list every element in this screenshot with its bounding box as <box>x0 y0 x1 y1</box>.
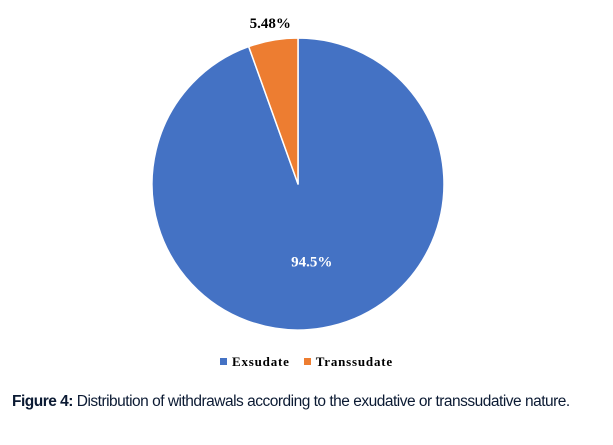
legend-label-transsudate: Transsudate <box>315 354 393 369</box>
caption-text: Distribution of withdrawals according to… <box>72 393 570 410</box>
data-label-transsudate: 5.48% <box>250 16 291 32</box>
figure-caption: Figure 4: Distribution of withdrawals ac… <box>12 392 610 412</box>
data-label-exsudate: 94.5% <box>291 255 332 271</box>
legend-label-exsudate: Exsudate <box>232 354 290 369</box>
legend-item-exsudate: Exsudate <box>220 354 290 370</box>
caption-label: Figure 4: <box>12 393 73 410</box>
legend-item-transsudate: Transsudate <box>303 354 393 370</box>
pie-slice-transsudate <box>247 37 299 185</box>
legend-swatch-transsudate <box>303 358 311 365</box>
chart-area: 94.5% 5.48% <box>151 16 445 331</box>
legend-swatch-exsudate <box>220 358 228 365</box>
pie-chart: 94.5% 5.48% <box>151 16 445 331</box>
legend: Exsudate Transsudate <box>0 354 613 370</box>
